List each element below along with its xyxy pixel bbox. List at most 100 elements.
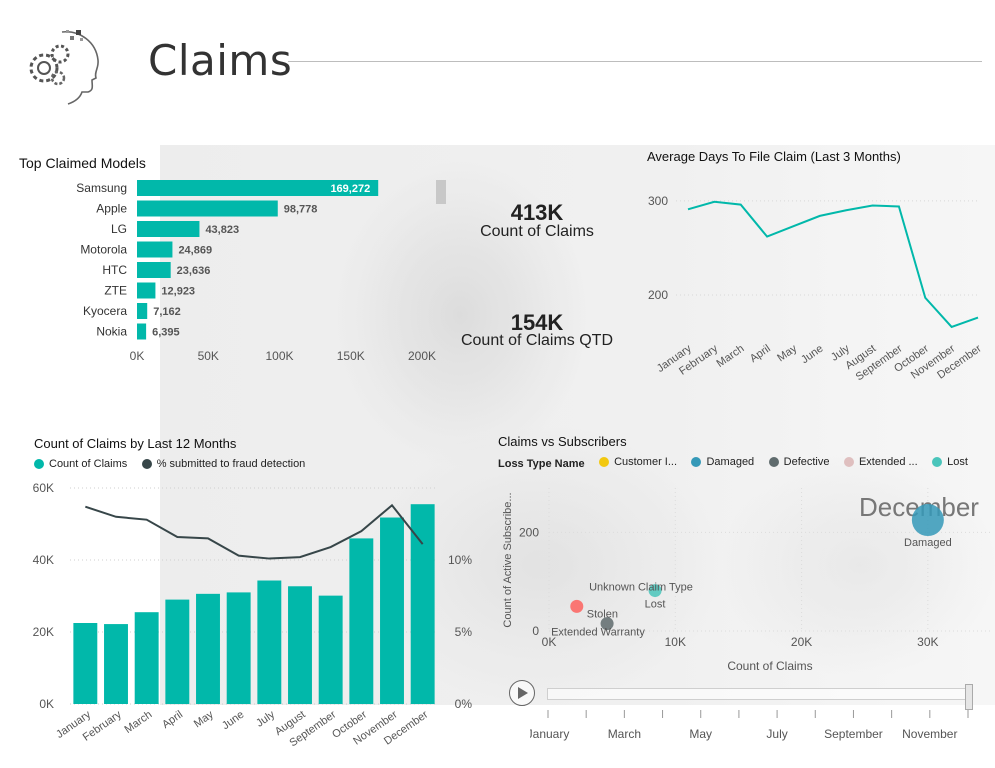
play-axis-label: January	[530, 727, 569, 741]
bar-category-label: Motorola	[80, 243, 127, 257]
x-tick-label: 10K	[665, 635, 686, 649]
legend-dot-icon	[141, 459, 152, 469]
y-tick-label-left: 0K	[39, 697, 54, 711]
legend-dot-icon	[599, 457, 610, 467]
play-button[interactable]	[509, 680, 535, 706]
bar	[165, 599, 190, 704]
bar-value-label: 7,162	[153, 306, 181, 318]
bar	[137, 200, 278, 217]
legend-dot-icon	[691, 457, 702, 467]
play-icon	[518, 687, 528, 699]
bar-category-label: LG	[111, 222, 127, 236]
line-series	[687, 200, 979, 329]
y-tick-label: 0	[532, 624, 539, 638]
bar	[137, 323, 147, 340]
play-axis-track[interactable]	[547, 688, 971, 700]
bar	[349, 538, 374, 704]
legend-item-lost[interactable]: Lost	[932, 456, 968, 468]
x-axis-title: Count of Claims	[727, 659, 812, 673]
scatter-point-label: Unknown Claim Type	[589, 582, 693, 594]
x-tick-label: 30K	[917, 635, 938, 649]
legend-item-defective[interactable]: Defective	[768, 456, 830, 468]
legend-label: Defective	[783, 456, 830, 468]
play-axis-label: May	[689, 727, 712, 741]
bar-value-label: 98,778	[284, 204, 318, 216]
legend-item-fraud-detection[interactable]: % submitted to fraud detection	[141, 458, 305, 470]
bar-value-label: 24,869	[178, 245, 212, 257]
play-axis-ticks: January March May July September November	[530, 710, 969, 741]
play-axis-label: March	[608, 727, 641, 741]
bar	[104, 624, 128, 704]
x-tick-label: 20K	[791, 635, 812, 649]
bar	[134, 612, 159, 704]
bar-category-label: Apple	[96, 202, 127, 216]
legend-item-extended[interactable]: Extended ...	[843, 456, 918, 468]
legend-dot-icon	[843, 457, 854, 467]
scatter-point-label: Extended Warranty	[551, 627, 645, 639]
y-axis-title: Count of Active Subscribe...	[502, 492, 514, 627]
kpi-count-of-claims-qtd-value: 154K	[510, 310, 564, 335]
bar-category-label: Samsung	[76, 181, 127, 195]
bar	[137, 221, 200, 237]
legend-item-damaged[interactable]: Damaged	[691, 456, 754, 468]
bar	[137, 241, 173, 258]
legend-label: Extended ...	[858, 456, 918, 468]
bar	[410, 504, 435, 704]
claims-vs-subs-legend: Loss Type Name Customer I... Damaged Def…	[498, 454, 978, 472]
y-tick-label-right: 10%	[448, 553, 472, 567]
legend-dot-icon	[34, 459, 44, 469]
bar	[226, 592, 251, 704]
kpi-count-of-claims-qtd-label: Count of Claims QTD	[460, 332, 614, 349]
y-tick-label: 200	[648, 288, 668, 302]
x-tick-label: 50K	[198, 349, 219, 363]
x-tick-label: May	[775, 342, 799, 364]
y-tick-label-right: 5%	[455, 625, 473, 639]
play-axis-thumb[interactable]	[965, 684, 973, 710]
x-tick-label: March	[122, 709, 154, 736]
bar-category-label: Kyocera	[83, 304, 127, 318]
legend-label: Damaged	[706, 456, 755, 468]
top-models-scrollbar[interactable]	[436, 180, 446, 204]
bar-value-label: 43,823	[205, 224, 239, 236]
legend-label: Count of Claims	[49, 458, 128, 470]
play-axis-label: September	[824, 727, 883, 741]
legend-item-customer[interactable]: Customer I...	[599, 456, 677, 468]
top-models-chart: Samsung 169,272 Apple 98,778 LG 43,823 Motorol…	[76, 180, 436, 363]
legend-item-count-of-claims[interactable]: Count of Claims	[34, 458, 127, 470]
x-tick-label: June	[799, 343, 825, 367]
bar-category-label: HTC	[102, 263, 127, 277]
bar	[288, 586, 312, 704]
kpi-count-of-claims-label: Count of Claims	[480, 223, 594, 240]
bar	[137, 282, 156, 299]
bar	[73, 623, 98, 704]
y-tick-label-left: 40K	[33, 553, 54, 567]
x-tick-label: 100K	[265, 349, 293, 363]
bar	[137, 303, 148, 319]
y-tick-label: 300	[648, 194, 668, 208]
bar	[318, 595, 343, 704]
title-divider	[288, 61, 982, 62]
x-tick-label: May	[192, 708, 216, 730]
legend-label: Customer I...	[614, 456, 678, 468]
scatter-point	[911, 504, 944, 537]
page-title: Claims	[148, 36, 293, 85]
x-tick-label: April	[160, 709, 185, 731]
y-tick-label-right: 0%	[455, 697, 473, 711]
scatter-point-label: Lost	[645, 599, 666, 611]
x-tick-label: 200K	[408, 349, 436, 363]
claims-12m-legend: Count of Claims % submitted to fraud det…	[34, 456, 315, 474]
play-axis-label: July	[766, 727, 787, 741]
kpi-count-of-claims-value: 413K	[510, 200, 564, 225]
bar-value-label: 6,395	[152, 327, 180, 339]
y-tick-label-left: 60K	[33, 481, 54, 495]
legend-dot-icon	[768, 457, 779, 467]
x-tick-label: March	[715, 343, 747, 370]
claims-12m-title: Count of Claims by Last 12 Months	[34, 436, 237, 451]
bar-value-label: 169,272	[330, 183, 370, 195]
logo-gears-head-icon	[29, 30, 99, 105]
scatter-point-label: Damaged	[904, 537, 952, 549]
legend-label: Lost	[947, 456, 968, 468]
avg-days-title: Average Days To File Claim (Last 3 Month…	[647, 149, 901, 164]
x-tick-label: June	[220, 709, 246, 733]
